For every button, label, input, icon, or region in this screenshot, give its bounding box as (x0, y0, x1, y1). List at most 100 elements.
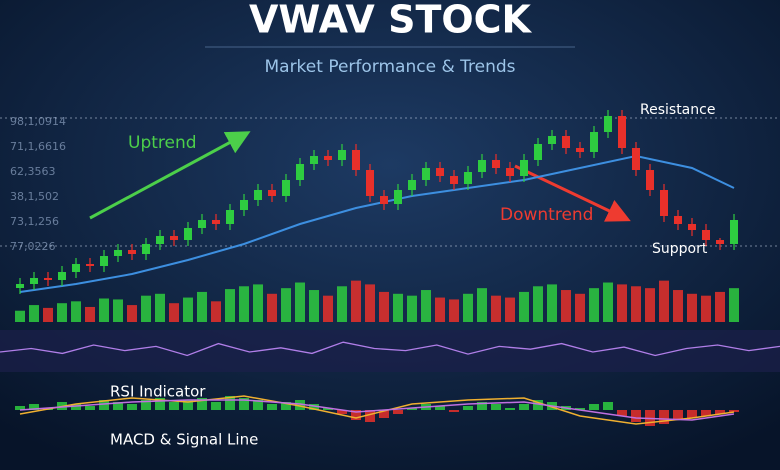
volume-bar (169, 303, 179, 322)
volume-bar (99, 298, 109, 322)
y-axis-label: 73,1,256 (10, 215, 59, 228)
macd-bar (29, 404, 39, 410)
candle-body (198, 220, 206, 228)
volume-bar (617, 284, 627, 322)
volume-bar (407, 295, 417, 322)
y-axis-label: 62,3563 (10, 165, 56, 178)
candle-body (114, 250, 122, 256)
candle-body (44, 278, 52, 280)
volume-bar (253, 284, 263, 322)
macd-bar (155, 398, 165, 410)
candle-body (618, 116, 626, 148)
volume-bar (15, 310, 25, 322)
volume-bar (659, 280, 669, 322)
candle-body (394, 190, 402, 204)
candle-body (366, 170, 374, 196)
macd-bar (239, 398, 249, 410)
macd-bar (379, 410, 389, 418)
volume-bar (197, 291, 207, 322)
volume-bar (379, 291, 389, 322)
macd-bar (729, 410, 739, 412)
volume-bar (323, 295, 333, 322)
macd-bar (113, 402, 123, 410)
candle-body (156, 236, 164, 244)
volume-bar (589, 288, 599, 322)
y-axis-label: 77,0226 (10, 240, 56, 253)
candle-body (86, 264, 94, 266)
candle-body (632, 148, 640, 170)
macd-line (19, 395, 735, 425)
macd-bar (197, 398, 207, 410)
candle-body (702, 230, 710, 240)
macd-bar (71, 404, 81, 410)
macd-bar (281, 402, 291, 410)
volume-bar (547, 284, 557, 322)
volume-bar (393, 293, 403, 322)
candle-body (380, 196, 388, 204)
rsi-line (0, 341, 780, 357)
volume-bar (365, 284, 375, 322)
candle-body (16, 284, 24, 288)
macd-bar (267, 404, 277, 410)
volume-bar (435, 297, 445, 322)
volume-bar (421, 290, 431, 322)
uptrend-label: Uptrend (128, 133, 197, 153)
macd-bar (603, 402, 613, 410)
candle-body (30, 278, 38, 284)
candle-body (716, 240, 724, 244)
macd-bar (407, 408, 417, 410)
macd-bar (85, 406, 95, 410)
candle-body (534, 144, 542, 160)
macd-bar (15, 406, 25, 410)
volume-bar (29, 305, 39, 322)
candle-body (324, 156, 332, 160)
macd-bar (309, 404, 319, 410)
candle-body (142, 244, 150, 254)
macd-bar (141, 400, 151, 410)
macd-bar (295, 400, 305, 410)
macd-bar (253, 400, 263, 410)
candle-body (646, 170, 654, 190)
chart-subtitle: Market Performance & Trends (264, 57, 515, 77)
macd-bar (435, 406, 445, 410)
volume-bar (477, 288, 487, 322)
candle-body (576, 148, 584, 152)
volume-bar (575, 293, 585, 322)
volume-bar (43, 307, 53, 322)
y-axis-label: 38,1,502 (10, 190, 59, 203)
chart-title: VWAV STOCK (249, 0, 533, 42)
volume-bar (673, 290, 683, 322)
macd-bar (477, 402, 487, 410)
macd-bar (687, 410, 697, 418)
candle-body (58, 272, 66, 280)
volume-bar (449, 299, 459, 322)
candle-body (282, 180, 290, 196)
candle-body (478, 160, 486, 172)
volume-bar (281, 288, 291, 322)
macd-bar (631, 410, 641, 422)
candle-body (674, 216, 682, 224)
macd-bar (673, 410, 683, 420)
resistance-line-label: Resistance (640, 102, 715, 118)
candle-body (254, 190, 262, 200)
volume-bar (687, 293, 697, 322)
rsi-panel (0, 330, 780, 372)
macd-bar (505, 408, 515, 410)
candle-body (604, 116, 612, 132)
volume-bar (211, 301, 221, 322)
macd-bar (491, 404, 501, 410)
macd-line (19, 399, 735, 421)
volume-bar (505, 297, 515, 322)
macd-bar (701, 410, 711, 416)
macd-bar (323, 408, 333, 410)
support-line-label: Support (652, 241, 708, 257)
volume-bar (295, 282, 305, 322)
candle-body (296, 164, 304, 180)
volume-bar (351, 280, 361, 322)
volume-bar (225, 289, 235, 322)
volume-bar (645, 288, 655, 322)
volume-bar (127, 305, 137, 322)
